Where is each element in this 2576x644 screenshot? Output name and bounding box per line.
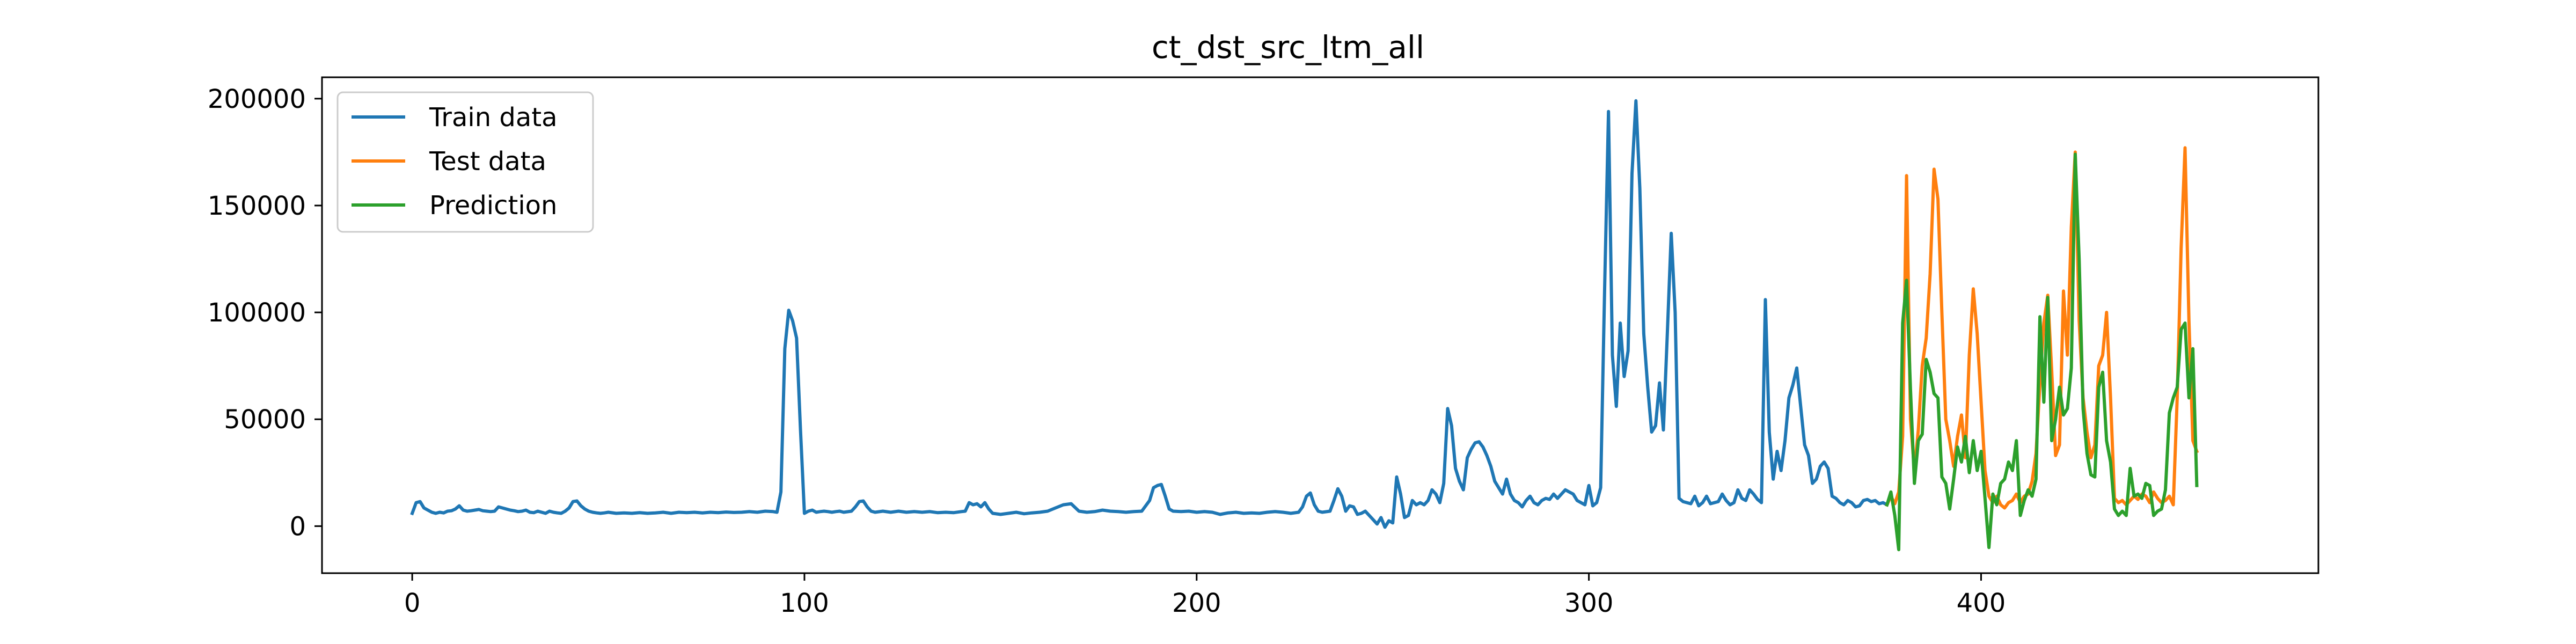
legend-box <box>336 91 594 233</box>
y-tick-label: 200000 <box>208 84 306 114</box>
x-tick-label: 100 <box>780 588 829 618</box>
x-tick-label: 300 <box>1564 588 1614 618</box>
y-tick-label: 0 <box>289 511 306 541</box>
legend-label: Train data <box>429 103 558 133</box>
legend-label: Prediction <box>429 191 557 221</box>
x-tick-label: 400 <box>1957 588 2006 618</box>
x-tick-label: 200 <box>1172 588 1221 618</box>
legend-label: Test data <box>429 147 546 177</box>
y-axis: 0 50000 100000 150000 200000 <box>208 84 322 541</box>
x-tick-label: 0 <box>404 588 421 618</box>
axes-frame <box>321 76 2319 574</box>
legend: Train data Test data Prediction <box>336 91 594 233</box>
series-line-2 <box>1885 152 2199 552</box>
y-tick-label: 50000 <box>224 405 306 435</box>
chart-title: ct_dst_src_ltm_all <box>1152 29 1424 65</box>
series-layer <box>410 99 2199 552</box>
y-tick-label: 100000 <box>208 298 306 328</box>
plot-area <box>321 76 2319 574</box>
y-tick-label: 150000 <box>208 191 306 221</box>
x-axis: 0 100 200 300 400 <box>404 573 2006 618</box>
series-line-0 <box>410 99 1890 529</box>
